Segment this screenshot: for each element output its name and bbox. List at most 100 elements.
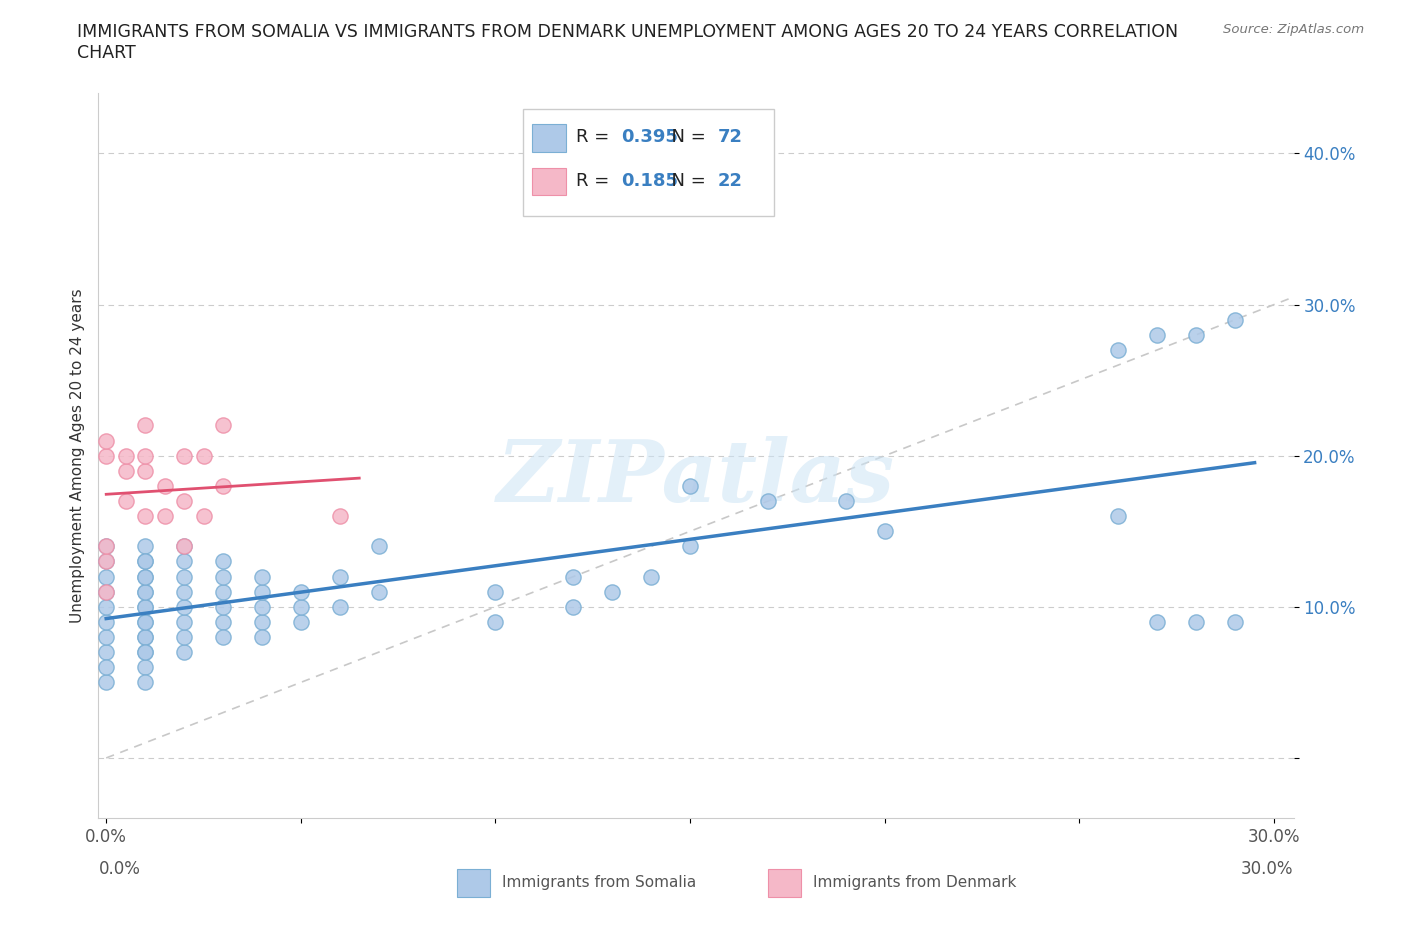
Point bbox=[134, 675, 156, 690]
Point bbox=[329, 569, 352, 584]
Point bbox=[1185, 327, 1208, 342]
Point bbox=[484, 584, 506, 599]
Point bbox=[173, 554, 195, 569]
Point bbox=[250, 630, 273, 644]
Point bbox=[756, 494, 779, 509]
Text: N =: N = bbox=[661, 128, 711, 146]
Text: 0.395: 0.395 bbox=[620, 128, 678, 146]
Point bbox=[96, 615, 118, 630]
FancyBboxPatch shape bbox=[533, 125, 565, 152]
Point bbox=[134, 630, 156, 644]
Point bbox=[212, 554, 235, 569]
Point bbox=[134, 600, 156, 615]
Point bbox=[640, 569, 662, 584]
Text: IMMIGRANTS FROM SOMALIA VS IMMIGRANTS FROM DENMARK UNEMPLOYMENT AMONG AGES 20 TO: IMMIGRANTS FROM SOMALIA VS IMMIGRANTS FR… bbox=[77, 23, 1178, 41]
FancyBboxPatch shape bbox=[768, 870, 801, 897]
Point bbox=[134, 539, 156, 554]
Point bbox=[96, 630, 118, 644]
Text: Immigrants from Denmark: Immigrants from Denmark bbox=[813, 875, 1017, 890]
Point bbox=[562, 569, 585, 584]
Point bbox=[134, 615, 156, 630]
Point bbox=[153, 509, 176, 524]
Point bbox=[193, 448, 215, 463]
Text: 0.0%: 0.0% bbox=[98, 860, 141, 878]
Point bbox=[134, 644, 156, 659]
Point bbox=[250, 600, 273, 615]
Point bbox=[679, 539, 702, 554]
Text: N =: N = bbox=[661, 172, 711, 190]
Point bbox=[134, 554, 156, 569]
Point bbox=[173, 539, 195, 554]
Point bbox=[1223, 312, 1246, 327]
Point bbox=[367, 539, 389, 554]
Text: 0.185: 0.185 bbox=[620, 172, 678, 190]
Point bbox=[250, 584, 273, 599]
Point bbox=[96, 600, 118, 615]
Point bbox=[134, 630, 156, 644]
Point bbox=[134, 584, 156, 599]
Text: 22: 22 bbox=[717, 172, 742, 190]
Point bbox=[290, 584, 312, 599]
Text: CHART: CHART bbox=[77, 44, 136, 61]
Text: Source: ZipAtlas.com: Source: ZipAtlas.com bbox=[1223, 23, 1364, 36]
Point bbox=[835, 494, 858, 509]
Point bbox=[250, 569, 273, 584]
Point bbox=[134, 644, 156, 659]
Point bbox=[96, 569, 118, 584]
Point bbox=[96, 433, 118, 448]
Point bbox=[1107, 342, 1129, 357]
Point bbox=[329, 600, 352, 615]
Point bbox=[679, 479, 702, 494]
Point bbox=[134, 569, 156, 584]
Point bbox=[134, 660, 156, 675]
Point bbox=[1146, 327, 1168, 342]
Point bbox=[173, 569, 195, 584]
Point bbox=[1107, 509, 1129, 524]
Text: 30.0%: 30.0% bbox=[1241, 860, 1294, 878]
Point bbox=[114, 463, 136, 478]
Point bbox=[96, 644, 118, 659]
Point bbox=[212, 600, 235, 615]
Point bbox=[1223, 615, 1246, 630]
Point bbox=[212, 630, 235, 644]
Point bbox=[134, 600, 156, 615]
Point bbox=[873, 524, 896, 538]
Point bbox=[173, 600, 195, 615]
Point bbox=[212, 418, 235, 433]
Point bbox=[290, 600, 312, 615]
Text: ZIPatlas: ZIPatlas bbox=[496, 436, 896, 519]
Point bbox=[96, 554, 118, 569]
FancyBboxPatch shape bbox=[533, 167, 565, 195]
Point bbox=[153, 479, 176, 494]
Point bbox=[96, 448, 118, 463]
Point bbox=[212, 615, 235, 630]
Point bbox=[173, 494, 195, 509]
Point bbox=[96, 539, 118, 554]
Text: R =: R = bbox=[576, 128, 616, 146]
Point bbox=[329, 509, 352, 524]
Point bbox=[134, 463, 156, 478]
Point bbox=[1146, 615, 1168, 630]
Point bbox=[250, 615, 273, 630]
Point bbox=[134, 418, 156, 433]
FancyBboxPatch shape bbox=[457, 870, 491, 897]
Point bbox=[484, 615, 506, 630]
Point bbox=[134, 509, 156, 524]
Point bbox=[134, 448, 156, 463]
Point bbox=[290, 615, 312, 630]
Y-axis label: Unemployment Among Ages 20 to 24 years: Unemployment Among Ages 20 to 24 years bbox=[69, 288, 84, 623]
Point bbox=[193, 509, 215, 524]
FancyBboxPatch shape bbox=[523, 109, 773, 217]
Point bbox=[114, 448, 136, 463]
Point bbox=[96, 660, 118, 675]
Point bbox=[212, 569, 235, 584]
Point bbox=[367, 584, 389, 599]
Point bbox=[212, 479, 235, 494]
Point bbox=[600, 584, 623, 599]
Point bbox=[1185, 615, 1208, 630]
Point bbox=[96, 554, 118, 569]
Point bbox=[134, 584, 156, 599]
Text: Immigrants from Somalia: Immigrants from Somalia bbox=[502, 875, 696, 890]
Point bbox=[134, 615, 156, 630]
Point bbox=[173, 615, 195, 630]
